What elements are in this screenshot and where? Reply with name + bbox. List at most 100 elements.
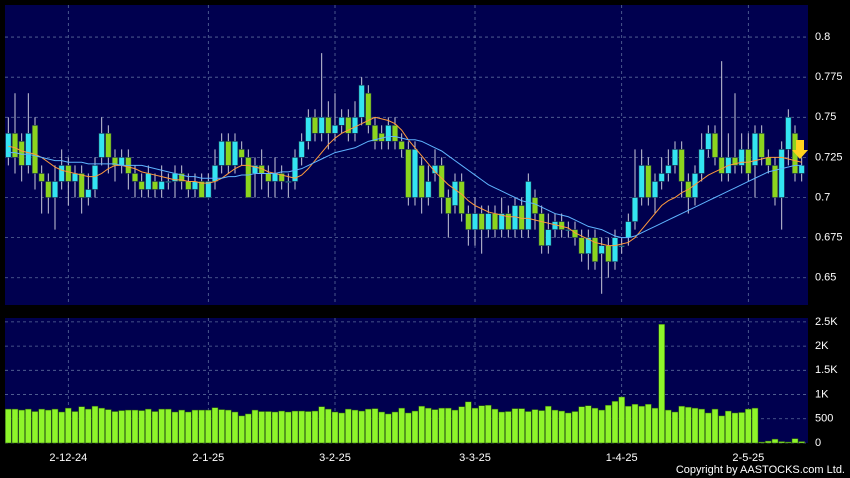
candle-body xyxy=(238,149,245,158)
volume-bar xyxy=(698,408,705,444)
volume-bar xyxy=(405,412,412,444)
candle-body xyxy=(505,213,512,230)
volume-bar xyxy=(671,411,679,444)
volume-bar xyxy=(198,409,205,444)
volume-bar xyxy=(511,408,519,444)
volume-bar xyxy=(425,407,432,444)
volume-bar xyxy=(185,411,192,444)
candle-body xyxy=(278,173,285,182)
candle-body xyxy=(138,181,145,190)
y-tick-label: 0 xyxy=(815,437,821,449)
candle-body xyxy=(678,149,685,182)
candle-body xyxy=(271,173,279,182)
volume-bar xyxy=(298,410,305,444)
volume-bar xyxy=(258,411,265,444)
candle-body xyxy=(585,237,592,254)
volume-bar xyxy=(731,412,739,444)
candle-body xyxy=(525,181,532,230)
candle-body xyxy=(65,165,72,182)
y-tick-label: 0.65 xyxy=(815,272,836,284)
volume-bar xyxy=(465,401,472,444)
volume-bar xyxy=(218,409,225,444)
candle-body xyxy=(98,133,105,158)
candle-body xyxy=(465,213,472,230)
candle-body xyxy=(718,157,725,174)
candle-body xyxy=(438,165,445,198)
volume-bar xyxy=(718,415,725,444)
volume-bar xyxy=(78,406,85,444)
moving-average-line xyxy=(8,136,802,239)
candle-body xyxy=(651,181,659,198)
volume-bar xyxy=(38,408,45,444)
volume-bar xyxy=(491,408,499,444)
volume-bar xyxy=(358,410,365,444)
volume-bar xyxy=(705,412,712,444)
volume-bar xyxy=(478,405,485,444)
y-tick-label: 0.775 xyxy=(815,71,843,83)
candle-body xyxy=(151,181,159,190)
candle-body xyxy=(145,173,152,190)
candle-body xyxy=(158,181,165,190)
volume-bar xyxy=(318,406,325,444)
x-tick-label: 1-4-25 xyxy=(606,452,638,464)
candle-body xyxy=(738,149,745,166)
volume-bar xyxy=(165,408,172,444)
volume-bar xyxy=(351,409,359,444)
volume-bar xyxy=(231,411,239,444)
candle-body xyxy=(45,181,52,198)
volume-bar xyxy=(585,405,592,444)
volume-bar xyxy=(305,411,312,444)
x-tick-label: 3-3-25 xyxy=(459,452,491,464)
volume-bar xyxy=(365,408,372,444)
y-tick-label: 0.7 xyxy=(815,191,830,203)
volume-bar xyxy=(418,405,425,444)
volume-bar xyxy=(451,409,459,444)
volume-bar xyxy=(591,407,599,444)
volume-bar xyxy=(771,438,779,444)
volume-bar xyxy=(445,407,452,444)
candle-body xyxy=(598,245,605,254)
volume-bar xyxy=(338,412,345,444)
candle-body xyxy=(758,133,765,158)
moving-average-line xyxy=(8,116,802,247)
candle-body xyxy=(665,165,672,174)
volume-bar xyxy=(685,406,692,444)
volume-bar xyxy=(151,411,159,444)
volume-bar xyxy=(191,409,199,444)
candle-body xyxy=(211,165,219,182)
candle-body xyxy=(185,181,192,190)
volume-bar xyxy=(51,408,59,444)
candle-body xyxy=(591,237,599,262)
volume-bar xyxy=(598,409,605,444)
y-tick-label: 2K xyxy=(815,340,829,352)
volume-bar xyxy=(398,407,405,444)
y-tick-label: 0.725 xyxy=(815,151,843,163)
volume-bar xyxy=(85,408,92,444)
volume-bar xyxy=(798,441,805,444)
candle-body xyxy=(31,125,39,174)
volume-bar xyxy=(311,410,319,444)
candle-body xyxy=(751,133,759,166)
volume-bar xyxy=(11,408,19,444)
volume-bar xyxy=(645,403,652,444)
candle-body xyxy=(471,213,479,230)
x-tick-label: 2-5-25 xyxy=(732,452,764,464)
candle-body xyxy=(325,116,332,134)
candle-body xyxy=(198,181,205,198)
candle-body xyxy=(71,173,79,182)
volume-bar xyxy=(5,408,12,444)
volume-bar xyxy=(111,411,119,444)
candle-body xyxy=(25,133,32,166)
volume-bar xyxy=(525,411,532,444)
volume-bar xyxy=(285,411,292,444)
candle-body xyxy=(351,116,359,134)
candle-body xyxy=(485,213,492,230)
volume-bar xyxy=(458,406,465,444)
volume-bar xyxy=(118,410,125,444)
candle-body xyxy=(58,165,65,182)
volume-bar xyxy=(751,407,759,444)
x-tick-label: 2-1-25 xyxy=(192,452,224,464)
candle-body xyxy=(371,125,379,142)
candle-body xyxy=(425,181,432,198)
candle-body xyxy=(491,213,499,230)
